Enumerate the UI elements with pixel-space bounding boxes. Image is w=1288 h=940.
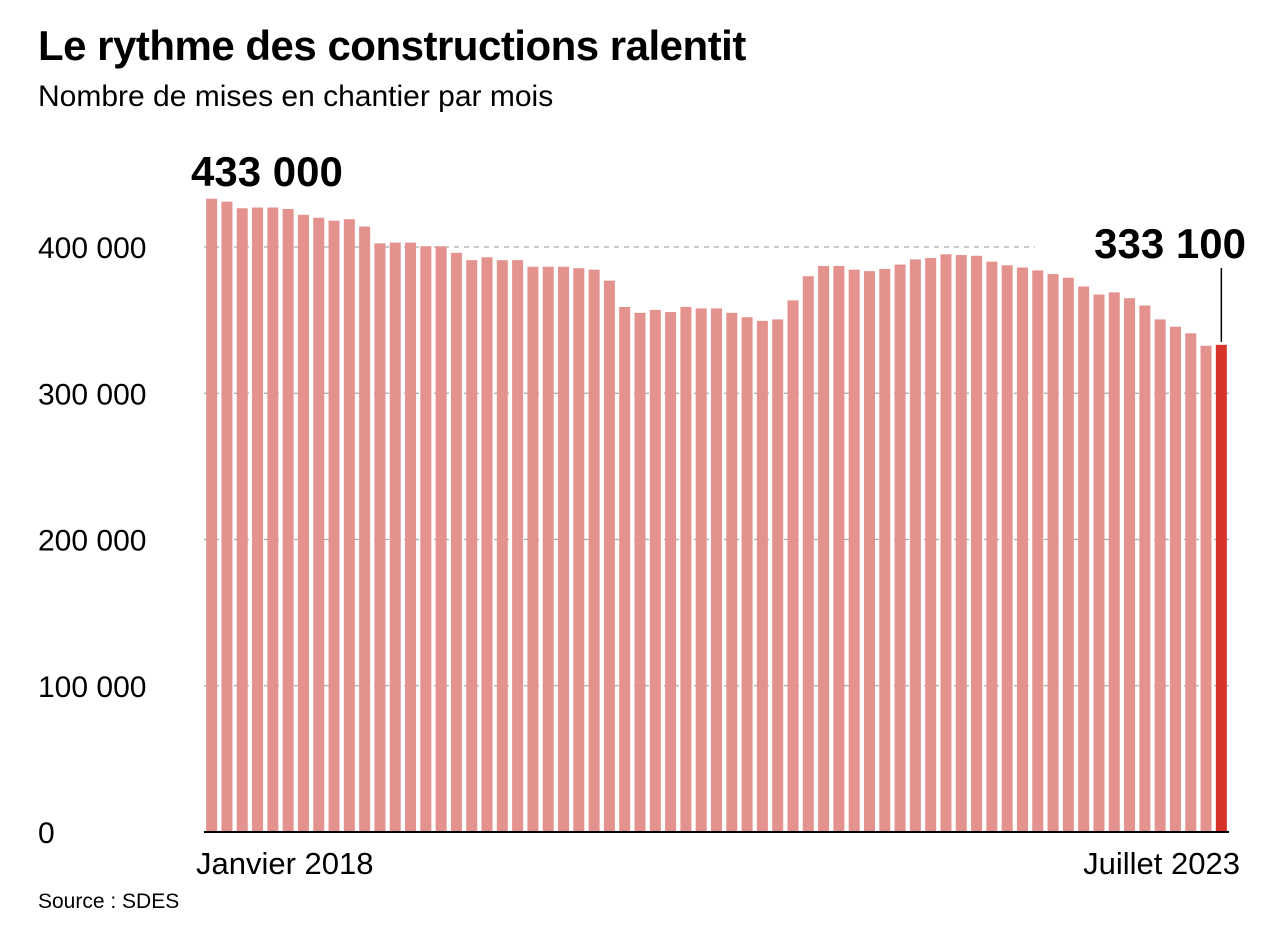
y-tick-label: 0 bbox=[38, 817, 55, 850]
bar bbox=[236, 208, 248, 833]
bar bbox=[527, 266, 539, 832]
bar bbox=[405, 242, 417, 833]
bar bbox=[741, 317, 753, 832]
bar bbox=[680, 306, 692, 833]
bar bbox=[221, 201, 233, 832]
bar bbox=[726, 312, 738, 832]
bar bbox=[955, 255, 967, 833]
bar bbox=[481, 257, 493, 832]
bar bbox=[802, 276, 814, 832]
bar bbox=[1093, 294, 1105, 832]
bar bbox=[389, 242, 401, 833]
bar bbox=[450, 252, 462, 833]
y-tick-label: 300 000 bbox=[38, 378, 146, 411]
bar bbox=[986, 261, 998, 833]
bar bbox=[634, 312, 646, 832]
bar bbox=[252, 207, 264, 832]
y-tick-label: 200 000 bbox=[38, 525, 146, 558]
bar bbox=[1032, 270, 1044, 832]
bar bbox=[328, 220, 340, 833]
callout-first-value: 433 000 bbox=[191, 148, 343, 195]
bar bbox=[313, 217, 325, 832]
bar bbox=[512, 260, 524, 832]
bar bbox=[1124, 298, 1136, 832]
bar bbox=[297, 214, 309, 832]
bar bbox=[573, 268, 585, 833]
bar bbox=[833, 266, 845, 832]
chart-title: Le rythme des constructions ralentit bbox=[38, 22, 746, 69]
bar bbox=[818, 266, 830, 832]
bar bbox=[1185, 333, 1197, 832]
bar bbox=[1200, 345, 1212, 832]
bar bbox=[542, 266, 554, 832]
bar bbox=[909, 259, 921, 832]
bar bbox=[879, 268, 891, 832]
bar bbox=[420, 246, 432, 832]
bar bbox=[1169, 326, 1181, 832]
chart-subtitle: Nombre de mises en chantier par mois bbox=[38, 80, 554, 113]
bar bbox=[1001, 265, 1013, 832]
bar bbox=[206, 198, 218, 833]
bar bbox=[649, 309, 661, 832]
bar bbox=[710, 308, 722, 832]
bar bbox=[1154, 319, 1166, 832]
bar bbox=[588, 269, 600, 832]
bar bbox=[925, 257, 937, 833]
bar bbox=[558, 266, 570, 832]
bar bbox=[496, 260, 508, 832]
bar bbox=[1016, 267, 1028, 833]
bar bbox=[267, 207, 279, 832]
bar bbox=[1062, 277, 1074, 833]
bar bbox=[603, 280, 615, 832]
bar bbox=[695, 308, 707, 832]
bar bbox=[665, 312, 677, 833]
bar bbox=[787, 300, 799, 832]
bar bbox=[619, 306, 631, 833]
bar bbox=[971, 255, 983, 832]
bar bbox=[343, 219, 355, 832]
bar bbox=[359, 226, 371, 832]
bar bbox=[772, 319, 784, 832]
bar bbox=[863, 271, 875, 832]
bars bbox=[206, 198, 1227, 833]
bar bbox=[940, 254, 952, 832]
callout-last-value: 333 100 bbox=[1094, 220, 1246, 267]
bar bbox=[894, 264, 906, 832]
bar bbox=[435, 246, 447, 832]
y-tick-label: 400 000 bbox=[38, 232, 146, 265]
bar-highlighted bbox=[1215, 344, 1227, 832]
bar bbox=[1139, 305, 1151, 832]
y-axis-labels: 0 100 000 200 000 300 000 400 000 bbox=[38, 232, 146, 850]
x-axis-start-label: Janvier 2018 bbox=[196, 846, 374, 881]
bar bbox=[756, 320, 768, 832]
bar bbox=[848, 269, 860, 832]
bar bbox=[466, 260, 478, 832]
bar bbox=[1108, 292, 1120, 833]
x-axis-end-label: Juillet 2023 bbox=[1083, 846, 1240, 881]
source-note: Source : SDES bbox=[38, 890, 180, 913]
bar bbox=[374, 243, 386, 833]
bar bbox=[1047, 274, 1059, 832]
y-tick-label: 100 000 bbox=[38, 671, 146, 704]
annotations: 433 000 333 100 bbox=[191, 148, 1246, 342]
bar bbox=[1078, 286, 1090, 832]
bar bbox=[282, 208, 294, 833]
